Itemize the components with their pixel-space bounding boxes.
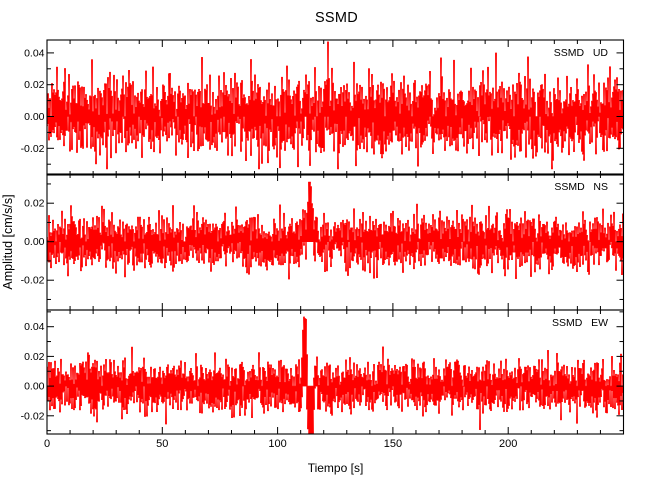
svg-text:Tiempo [s]: Tiempo [s] [308, 461, 364, 475]
svg-text:-0.02: -0.02 [21, 275, 45, 287]
svg-text:Amplitud [cm/s/s]: Amplitud [cm/s/s] [1, 194, 15, 289]
svg-text:50: 50 [156, 438, 168, 450]
svg-text:0.02: 0.02 [24, 79, 45, 91]
svg-text:0.02: 0.02 [24, 198, 45, 210]
svg-text:0.00: 0.00 [24, 381, 45, 393]
svg-text:0.04: 0.04 [24, 321, 45, 333]
svg-text:200: 200 [499, 438, 517, 450]
svg-text:100: 100 [268, 438, 286, 450]
svg-text:0.02: 0.02 [24, 351, 45, 363]
svg-text:-0.02: -0.02 [21, 143, 45, 155]
svg-text:150: 150 [384, 438, 402, 450]
svg-text:SSMD UD: SSMD UD [554, 47, 609, 59]
svg-text:SSMD EW: SSMD EW [552, 317, 608, 329]
svg-text:0: 0 [44, 438, 50, 450]
svg-text:0.00: 0.00 [24, 111, 45, 123]
svg-text:0.04: 0.04 [24, 47, 45, 59]
svg-text:0.00: 0.00 [24, 236, 45, 248]
svg-text:SSMD: SSMD [315, 10, 358, 26]
svg-text:SSMD NS: SSMD NS [554, 181, 608, 193]
svg-text:-0.02: -0.02 [21, 410, 45, 422]
